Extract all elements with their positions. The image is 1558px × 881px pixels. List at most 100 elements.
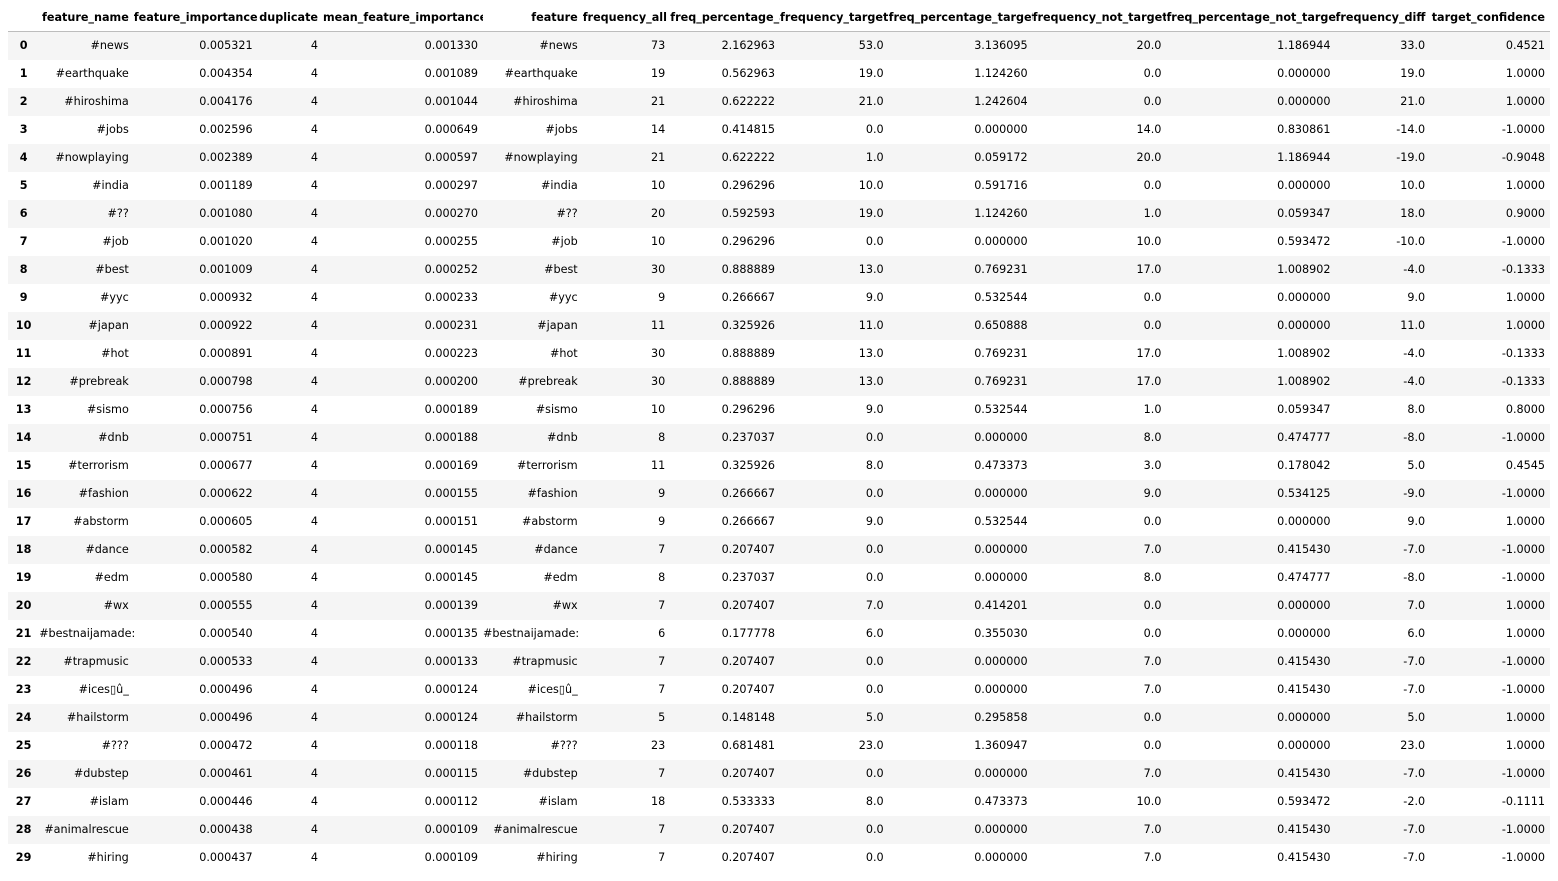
table-cell-feature-name: #news <box>90 39 129 53</box>
table-cell-frequency-not-target: 0.0 <box>1143 599 1162 612</box>
row-index: 21 <box>15 627 32 640</box>
table-cell-frequency-target: 0.0 <box>865 571 884 584</box>
table-cell-mean-feature-importance: 0.000233 <box>424 291 479 304</box>
table-cell-frequency-not-target: 0.0 <box>1143 319 1162 332</box>
table-cell-frequency-all: 14 <box>651 123 666 136</box>
table-cell-target-confidence: -1.0000 <box>1501 543 1545 556</box>
table-cell-frequency-diff: -10.0 <box>1396 235 1426 248</box>
table-cell-frequency-not-target: 17.0 <box>1136 375 1162 388</box>
row-index: 23 <box>15 683 32 696</box>
table-cell-feature-importance: 0.002596 <box>199 123 253 136</box>
table-cell-frequency-diff: 9.0 <box>1407 291 1426 304</box>
table-cell-mean-feature-importance: 0.000649 <box>424 123 479 136</box>
table-cell-duplicate: 4 <box>310 431 319 444</box>
table-cell-freq-percentage-not-target: 0.000000 <box>1277 179 1331 192</box>
table-cell-duplicate: 4 <box>310 179 319 192</box>
index-header <box>8 4 40 32</box>
table-cell-freq-percentage-not-target: 0.415430 <box>1277 683 1331 696</box>
table-cell-frequency-all: 8 <box>658 431 666 444</box>
table-cell-feature: #news <box>539 39 578 53</box>
table-cell-freq-percentage-target: 0.295858 <box>974 711 1028 724</box>
column-header-frequency-target: frequency_target <box>779 4 889 32</box>
table-cell-feature-importance: 0.000461 <box>199 767 253 780</box>
table-cell-feature-name: #dubstep <box>73 767 129 780</box>
table-cell-freq-percentage-target: 0.355030 <box>974 627 1028 640</box>
table-cell-frequency-target: 9.0 <box>865 403 884 416</box>
table-cell-target-confidence: 1.0000 <box>1505 627 1545 640</box>
table-cell-freq-percentage-all: 0.592593 <box>721 207 775 220</box>
table-cell-frequency-target: 5.0 <box>865 711 884 724</box>
table-row: 10 #japan 0.000922 4 0.000231 #japan 11 0.32592… <box>8 311 1550 340</box>
table-cell-target-confidence: 0.4521 <box>1505 39 1545 53</box>
table-cell-mean-feature-importance: 0.001089 <box>424 67 479 80</box>
table-cell-frequency-all: 7 <box>658 543 666 556</box>
table-cell-freq-percentage-all: 0.888889 <box>721 375 775 388</box>
table-cell-freq-percentage-target: 0.000000 <box>974 123 1028 136</box>
table-cell-freq-percentage-all: 0.681481 <box>721 739 775 752</box>
table-row: 5 #india 0.001189 4 0.000297 #india 10 0.296296… <box>8 172 1550 200</box>
table-cell-frequency-not-target: 0.0 <box>1143 515 1162 528</box>
table-cell-feature: #japan <box>537 319 578 332</box>
table-cell-feature-name: #abstorm <box>73 515 129 528</box>
table-cell-frequency-not-target: 9.0 <box>1143 487 1162 500</box>
table-cell-frequency-not-target: 0.0 <box>1143 95 1162 108</box>
table-row: 11 #hot 0.000891 4 0.000223 #hot 30 0.888889 13.… <box>8 340 1550 368</box>
table-cell-frequency-diff: 18.0 <box>1400 207 1426 220</box>
table-cell-mean-feature-importance: 0.000169 <box>424 459 479 472</box>
table-cell-feature-importance: 0.000580 <box>199 571 253 584</box>
table-cell-frequency-target: 13.0 <box>858 263 884 276</box>
table-cell-freq-percentage-not-target: 0.593472 <box>1277 795 1331 808</box>
row-index: 9 <box>19 291 28 304</box>
table-cell-frequency-not-target: 0.0 <box>1143 67 1162 80</box>
table-cell-frequency-target: 23.0 <box>858 739 884 752</box>
table-cell-freq-percentage-target: 0.000000 <box>974 571 1028 584</box>
table-cell-duplicate: 4 <box>310 403 319 416</box>
table-cell-feature: #hot <box>549 347 578 360</box>
table-cell-frequency-all: 18 <box>651 795 666 808</box>
table-cell-frequency-all: 10 <box>651 403 666 416</box>
table-cell-frequency-target: 10.0 <box>858 179 884 192</box>
table-cell-feature: #abstorm <box>521 515 578 528</box>
column-header-frequency-all: frequency_all <box>582 4 671 32</box>
table-cell-mean-feature-importance: 0.000151 <box>424 515 479 528</box>
table-cell-freq-percentage-target: 0.769231 <box>974 347 1028 360</box>
table-cell-mean-feature-importance: 0.000252 <box>424 263 479 276</box>
table-cell-feature-name: #best <box>95 263 129 276</box>
table-cell-frequency-diff: -2.0 <box>1403 795 1426 808</box>
table-cell-freq-percentage-all: 0.177778 <box>721 627 775 640</box>
table-cell-feature-name: #bestnaijamade: <box>39 627 134 640</box>
table-cell-frequency-all: 30 <box>651 375 666 388</box>
table-cell-duplicate: 4 <box>310 739 319 752</box>
row-index: 18 <box>15 543 32 556</box>
table-cell-frequency-not-target: 14.0 <box>1136 123 1162 136</box>
table-cell-frequency-diff: -4.0 <box>1403 263 1426 276</box>
row-index: 19 <box>15 571 32 584</box>
table-cell-freq-percentage-not-target: 0.000000 <box>1277 739 1331 752</box>
table-cell-freq-percentage-not-target: 0.059347 <box>1277 403 1331 416</box>
table-cell-frequency-all: 9 <box>658 515 666 528</box>
table-cell-frequency-all: 11 <box>651 459 666 472</box>
table-cell-feature-importance: 0.000438 <box>199 823 253 836</box>
table-cell-freq-percentage-not-target: 0.415430 <box>1277 543 1331 556</box>
table-cell-feature: #prebreak <box>518 375 578 388</box>
table-cell-freq-percentage-all: 0.237037 <box>721 431 775 444</box>
row-index: 7 <box>19 235 28 248</box>
table-cell-feature-name: #hiring <box>87 851 129 864</box>
table-row: 8 #best 0.001009 4 0.000252 #best 30 0.888889 13… <box>8 255 1550 284</box>
table-cell-feature: #hiroshima <box>513 95 578 108</box>
table-cell-frequency-target: 13.0 <box>858 375 884 388</box>
table-cell-mean-feature-importance: 0.000135 <box>424 627 479 640</box>
row-index: 28 <box>15 823 32 836</box>
row-index: 1 <box>19 67 28 80</box>
table-cell-feature-importance: 0.000472 <box>199 739 253 752</box>
table-cell-feature-importance: 0.004176 <box>199 95 253 108</box>
table-cell-frequency-all: 73 <box>651 39 666 53</box>
table-cell-freq-percentage-not-target: 0.000000 <box>1277 95 1331 108</box>
table-cell-target-confidence: -1.0000 <box>1501 571 1545 584</box>
table-cell-feature: #india <box>541 179 578 192</box>
table-row: 29 #hiring 0.000437 4 0.000109 #hiring 7 0.2074… <box>8 844 1550 872</box>
table-cell-frequency-diff: 21.0 <box>1400 95 1426 108</box>
table-cell-freq-percentage-target: 0.473373 <box>974 795 1028 808</box>
table-cell-frequency-all: 9 <box>658 487 666 500</box>
table-cell-frequency-not-target: 7.0 <box>1143 823 1162 836</box>
